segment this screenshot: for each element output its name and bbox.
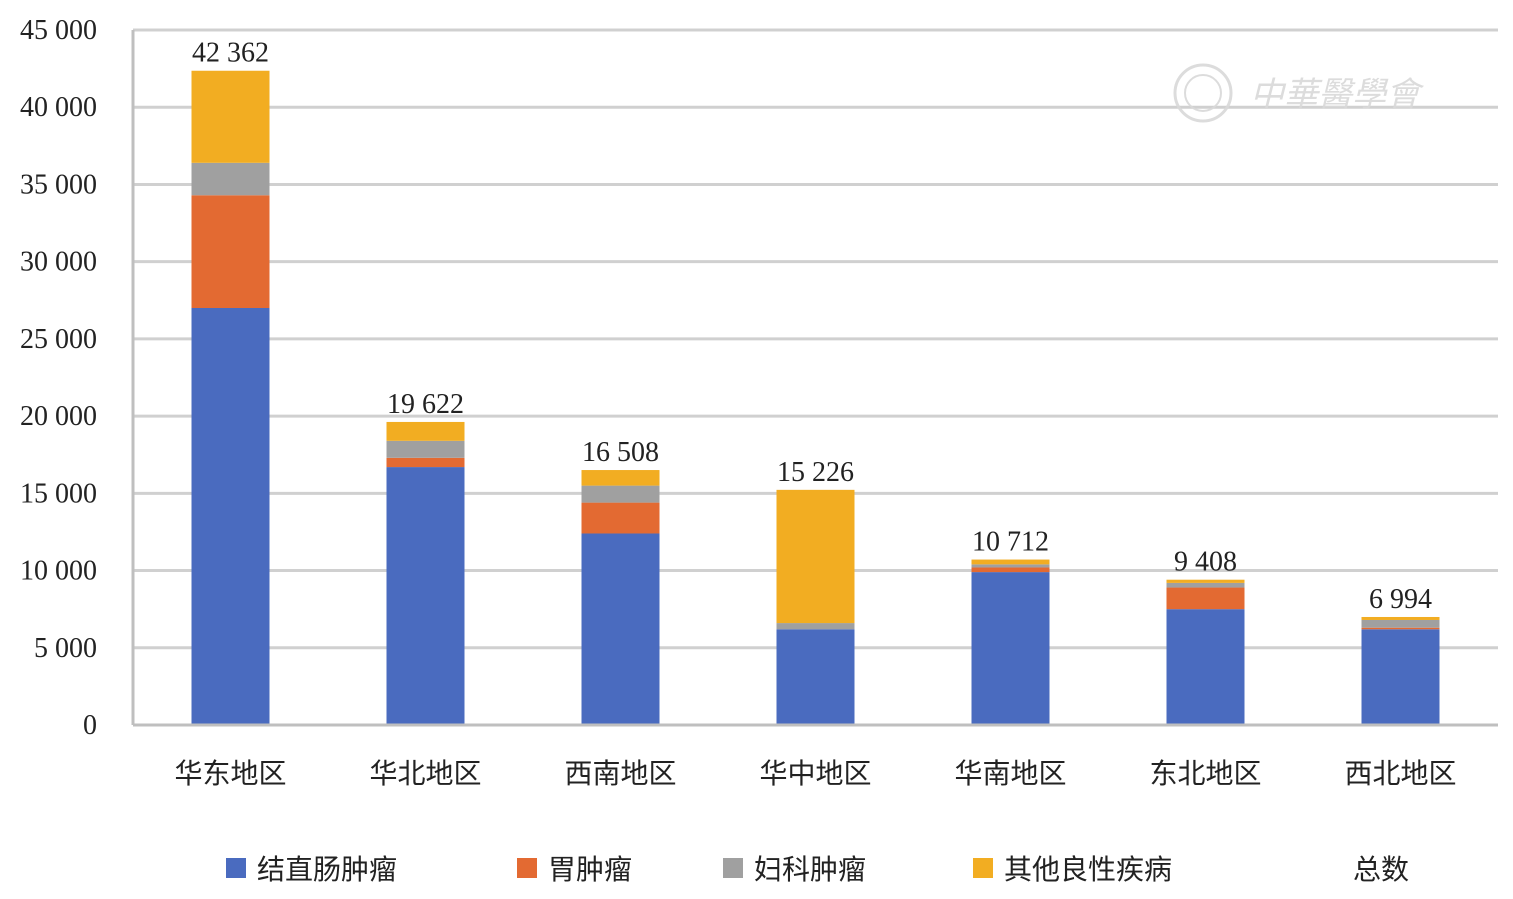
bar-segment bbox=[971, 567, 1050, 573]
y-tick-label: 0 bbox=[83, 710, 97, 741]
y-tick-label: 25 000 bbox=[20, 324, 97, 355]
bar-segment bbox=[581, 470, 660, 486]
society-seal-inner bbox=[1184, 74, 1222, 112]
y-axis-ticks: 0 5 000 10 000 15 000 20 000 25 000 30 000 35 0… bbox=[20, 15, 97, 741]
y-tick-label: 10 000 bbox=[20, 556, 97, 587]
category-label: 西南地区 bbox=[564, 757, 676, 790]
y-tick-label: 35 000 bbox=[20, 169, 97, 200]
bar-segment bbox=[971, 572, 1050, 725]
total-label: 42 362 bbox=[192, 38, 269, 69]
category-label: 西北地区 bbox=[1344, 757, 1456, 790]
category-label: 华南地区 bbox=[954, 757, 1066, 790]
legend-swatch bbox=[973, 858, 993, 878]
bar-segment bbox=[1166, 587, 1245, 610]
bar-segment bbox=[1166, 579, 1245, 583]
y-tick-label: 45 000 bbox=[20, 15, 97, 46]
bar-segment bbox=[581, 502, 660, 534]
total-label: 6 994 bbox=[1369, 584, 1432, 615]
y-tick-label: 15 000 bbox=[20, 478, 97, 509]
bar-segment bbox=[386, 457, 465, 468]
watermark: 中華醫學會 bbox=[1173, 63, 1425, 123]
category-label: 华北地区 bbox=[369, 757, 481, 790]
total-label: 16 508 bbox=[582, 437, 659, 468]
legend-label: 其他良性疾病 bbox=[1004, 853, 1172, 886]
bar-segment bbox=[971, 559, 1050, 565]
legend: 结直肠肿瘤 胃肿瘤 妇科肿瘤 其他良性疾病 总数 bbox=[226, 853, 1409, 886]
bar-segment bbox=[776, 629, 855, 725]
bar-segment bbox=[1361, 627, 1440, 630]
total-label: 9 408 bbox=[1174, 547, 1237, 578]
watermark-text: 中華醫學會 bbox=[1250, 75, 1425, 115]
total-label: 19 622 bbox=[387, 389, 464, 420]
bar-segment bbox=[191, 195, 270, 308]
legend-swatch bbox=[226, 858, 246, 878]
legend-label: 结直肠肿瘤 bbox=[257, 853, 397, 886]
bar-segment bbox=[776, 489, 855, 624]
gridlines bbox=[133, 28, 1498, 650]
bar-segment bbox=[386, 421, 465, 441]
y-tick-label: 40 000 bbox=[20, 92, 97, 123]
bar-segment bbox=[1361, 616, 1440, 620]
x-axis-categories: 华东地区 华北地区 西南地区 华中地区 华南地区 东北地区 西北地区 bbox=[174, 757, 1456, 790]
total-label: 15 226 bbox=[777, 457, 854, 488]
bar-segment bbox=[1166, 582, 1245, 588]
bar-segment bbox=[1361, 619, 1440, 628]
bar-segment bbox=[386, 440, 465, 458]
category-label: 华东地区 bbox=[174, 757, 286, 790]
category-label: 华中地区 bbox=[759, 757, 871, 790]
bar-segment bbox=[1166, 609, 1245, 725]
axes bbox=[131, 30, 1498, 727]
legend-swatch bbox=[723, 858, 743, 878]
bar-segment bbox=[1361, 629, 1440, 725]
society-seal-icon bbox=[1173, 63, 1233, 123]
category-label: 东北地区 bbox=[1149, 757, 1261, 790]
y-tick-label: 5 000 bbox=[34, 633, 97, 664]
bar-segment bbox=[191, 162, 270, 196]
legend-label: 妇科肿瘤 bbox=[754, 853, 866, 886]
legend-swatch bbox=[517, 858, 537, 878]
legend-label: 胃肿瘤 bbox=[548, 853, 632, 886]
bar-segment bbox=[776, 623, 855, 630]
y-tick-label: 20 000 bbox=[20, 401, 97, 432]
legend-label-totals: 总数 bbox=[1353, 853, 1409, 886]
bar-segment bbox=[581, 533, 660, 725]
bar-segment bbox=[971, 564, 1050, 568]
bars bbox=[191, 70, 1440, 725]
bar-segment bbox=[191, 70, 270, 163]
total-label: 10 712 bbox=[972, 527, 1049, 558]
bar-segment bbox=[386, 467, 465, 725]
bar-segment bbox=[191, 308, 270, 725]
bar-segment bbox=[581, 485, 660, 503]
total-labels: 42 362 19 622 16 508 15 226 10 712 9 408 6 994 bbox=[192, 38, 1432, 615]
y-tick-label: 30 000 bbox=[20, 247, 97, 278]
